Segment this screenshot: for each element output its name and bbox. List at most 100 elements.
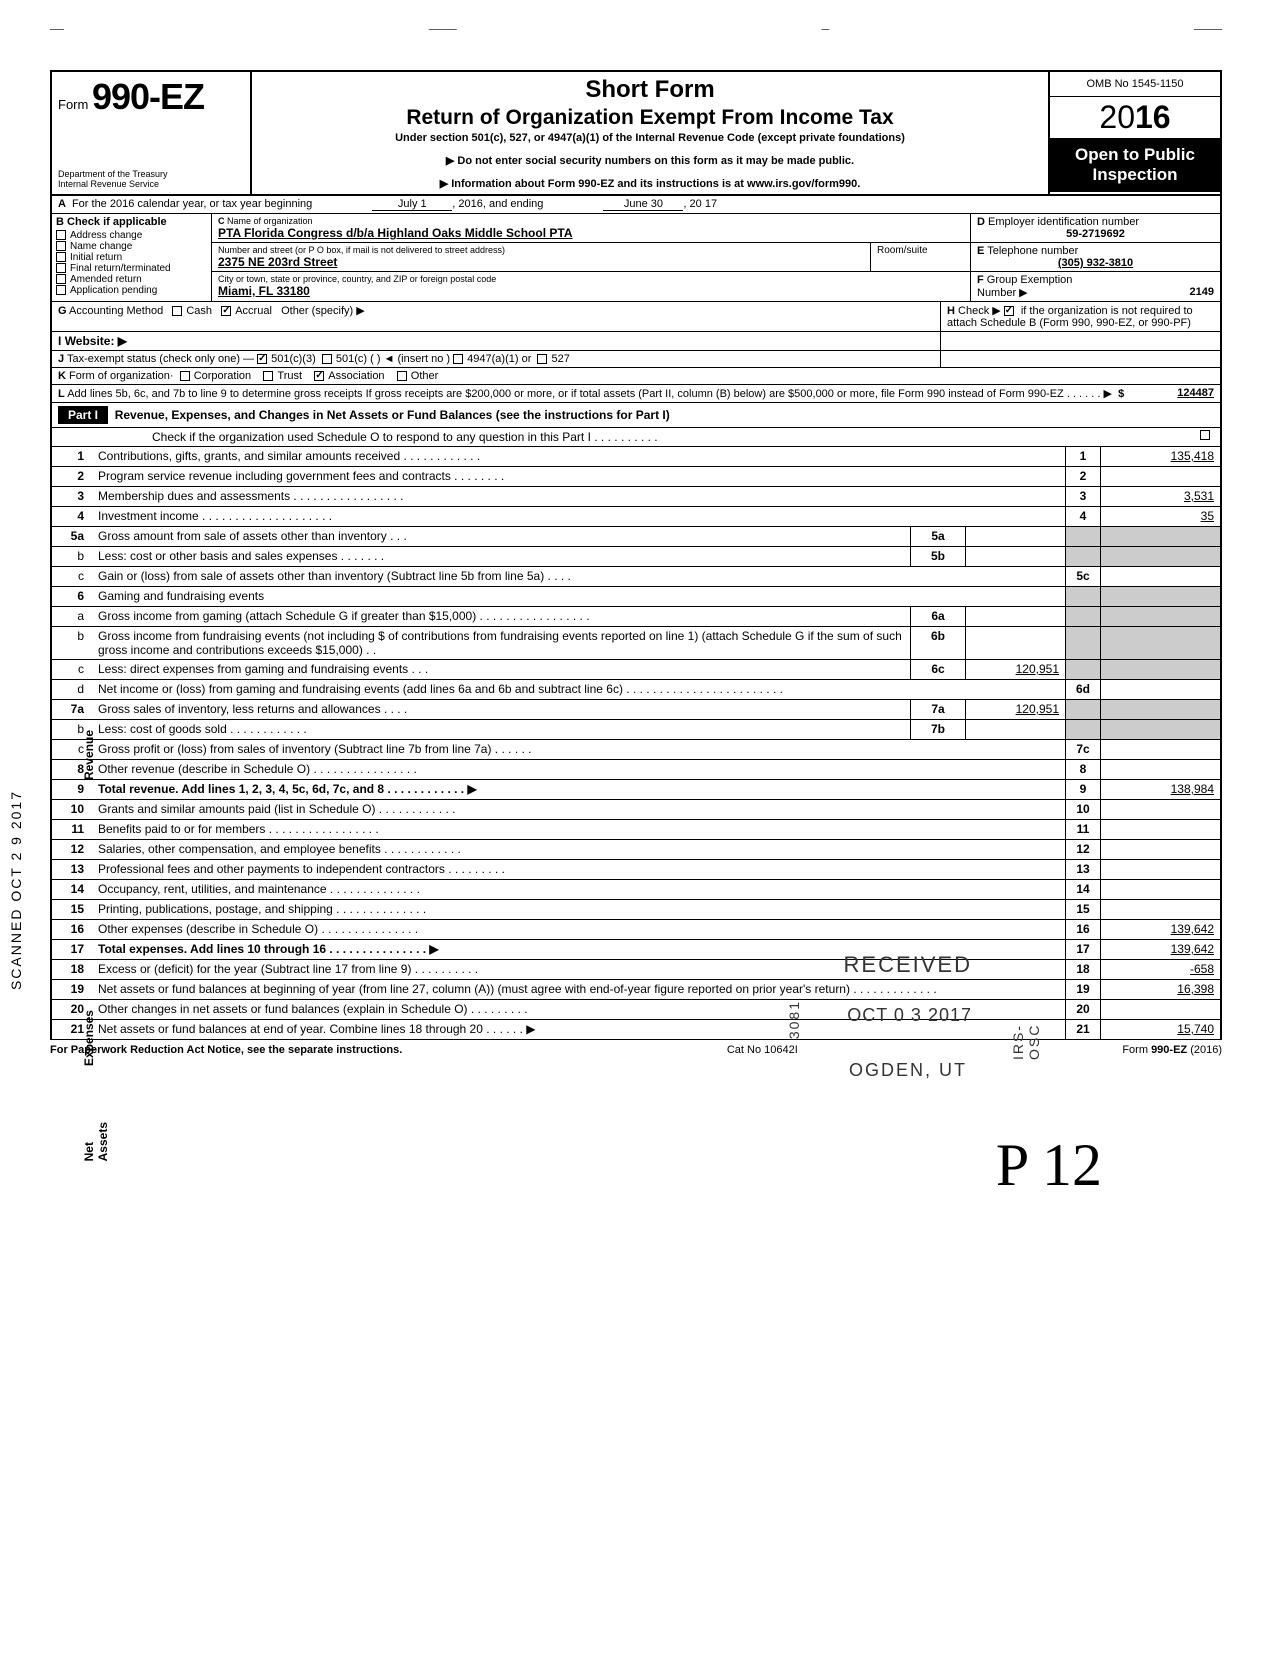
title-main: Return of Organization Exempt From Incom… xyxy=(262,106,1038,130)
opt-final: Final return/terminated xyxy=(70,263,171,274)
line-4-d: Investment income . . . . . . . . . . . … xyxy=(94,507,1065,526)
chk-name[interactable] xyxy=(56,241,66,251)
g-label: G xyxy=(58,305,67,317)
j-c: 501(c) ( xyxy=(336,353,374,365)
chk-4947[interactable] xyxy=(453,354,463,364)
org-city: Miami, FL 33180 xyxy=(218,284,964,298)
line-6-d: Gaming and fundraising events xyxy=(94,587,1065,606)
line-9-v: 138,984 xyxy=(1100,780,1220,799)
line-3-d: Membership dues and assessments . . . . … xyxy=(94,487,1065,506)
opt-addr: Address change xyxy=(70,230,142,241)
f-num-lab: Number ▶ xyxy=(977,287,1028,299)
footer-mid: Cat No 10642I xyxy=(727,1044,798,1056)
form-no-big: 990-EZ xyxy=(92,76,204,117)
line-3-v: 3,531 xyxy=(1100,487,1220,506)
chk-h[interactable] xyxy=(1004,306,1014,316)
chk-other[interactable] xyxy=(397,371,407,381)
i-text: Website: ▶ xyxy=(65,334,127,348)
line-a-label: A xyxy=(58,198,66,211)
chk-addr[interactable] xyxy=(56,230,66,240)
k-assoc: Association xyxy=(328,370,384,382)
l-text: Add lines 5b, 6c, and 7b to line 9 to de… xyxy=(67,388,1112,400)
note-info: ▶ Information about Form 990-EZ and its … xyxy=(262,177,1038,190)
h-text: Check ▶ xyxy=(958,305,1001,317)
revenue-table: 1Contributions, gifts, grants, and simil… xyxy=(50,447,1222,1040)
j-c3: 501(c)(3) xyxy=(271,353,316,365)
line-7a-d: Gross sales of inventory, less returns a… xyxy=(94,700,910,719)
chk-527[interactable] xyxy=(537,354,547,364)
line-a-yr: , 20 17 xyxy=(683,198,717,211)
addr-label: Number and street (or P O box, if mail i… xyxy=(218,245,864,255)
line-8-d: Other revenue (describe in Schedule O) .… xyxy=(94,760,1065,779)
chk-501c3[interactable] xyxy=(257,354,267,364)
opt-amend: Amended return xyxy=(70,274,142,285)
chk-accrual[interactable] xyxy=(221,306,231,316)
part-i-check: Check if the organization used Schedule … xyxy=(50,428,1222,447)
line-1-d: Contributions, gifts, grants, and simila… xyxy=(94,447,1065,466)
ogden-stamp: OGDEN, UT xyxy=(849,1060,967,1081)
line-14-d: Occupancy, rent, utilities, and maintena… xyxy=(94,880,1065,899)
j-527: 527 xyxy=(551,353,569,365)
irs-osc-stamp: IRS-OSC xyxy=(1010,1000,1042,1060)
note-ssn: ▶ Do not enter social security numbers o… xyxy=(262,154,1038,167)
org-addr: 2375 NE 203rd Street xyxy=(218,255,864,269)
chk-corp[interactable] xyxy=(180,371,190,381)
chk-assoc[interactable] xyxy=(314,371,324,381)
part-i-badge: Part I xyxy=(58,406,108,424)
chk-cash[interactable] xyxy=(172,306,182,316)
j-a1: 4947(a)(1) or xyxy=(467,353,531,365)
c-text: Name of organization xyxy=(227,216,313,226)
room-label: Room/suite xyxy=(870,243,970,271)
line-7c-d: Gross profit or (loss) from sales of inv… xyxy=(94,740,1065,759)
line-6b-d: Gross income from fundraising events (no… xyxy=(94,627,910,659)
b-label: B xyxy=(56,216,64,228)
footer-right: Form 990-EZ (2016) xyxy=(1122,1044,1222,1056)
signature: P 12 xyxy=(996,1131,1102,1200)
side-netassets: Net Assets xyxy=(82,1122,110,1161)
l-sym: $ xyxy=(1118,388,1124,400)
chk-amend[interactable] xyxy=(56,274,66,284)
side-revenue: Revenue xyxy=(82,730,96,780)
chk-sched-o[interactable] xyxy=(1200,430,1210,440)
line-16-d: Other expenses (describe in Schedule O) … xyxy=(94,920,1065,939)
line-6c-sv: 120,951 xyxy=(965,660,1065,679)
line-a: A For the 2016 calendar year, or tax yea… xyxy=(50,196,1222,214)
line-l: L Add lines 5b, 6c, and 7b to line 9 to … xyxy=(50,385,1222,403)
date-stamp: OCT 0 3 2017 xyxy=(847,1005,972,1026)
org-name: PTA Florida Congress d/b/a Highland Oaks… xyxy=(218,226,964,240)
chk-app[interactable] xyxy=(56,285,66,295)
k-trust: Trust xyxy=(277,370,302,382)
chk-final[interactable] xyxy=(56,263,66,273)
l-label: L xyxy=(58,388,65,400)
ein: 59-2719692 xyxy=(977,228,1214,240)
chk-init[interactable] xyxy=(56,252,66,262)
side-expenses: Expenses xyxy=(82,1010,96,1066)
opt-init: Initial return xyxy=(70,252,122,263)
f-label: F xyxy=(977,274,984,286)
line-17-v: 139,642 xyxy=(1100,940,1220,959)
d-text: Employer identification number xyxy=(988,216,1139,228)
line-12-d: Salaries, other compensation, and employ… xyxy=(94,840,1065,859)
year-end: June 30 xyxy=(603,198,683,211)
omb-number: OMB No 1545-1150 xyxy=(1050,72,1220,97)
k-text: Form of organization· xyxy=(69,370,174,382)
e-label: E xyxy=(977,245,984,257)
opt-name: Name change xyxy=(70,241,132,252)
gross-receipts: 124487 xyxy=(1177,387,1214,399)
chk-trust[interactable] xyxy=(263,371,273,381)
phone: (305) 932-3810 xyxy=(977,257,1214,269)
j-text: Tax-exempt status (check only one) — xyxy=(67,353,254,365)
c-label: C xyxy=(218,216,225,226)
line-g-h: G Accounting Method Cash Accrual Other (… xyxy=(50,302,1222,332)
k-corp: Corporation xyxy=(194,370,251,382)
chk-501c[interactable] xyxy=(322,354,332,364)
line-2-d: Program service revenue including govern… xyxy=(94,467,1065,486)
opt-app: Application pending xyxy=(70,285,157,296)
line-9-d: Total revenue. Add lines 1, 2, 3, 4, 5c,… xyxy=(94,780,1065,799)
line-19-d: Net assets or fund balances at beginning… xyxy=(94,980,1065,999)
scan-marks: ———–—— xyxy=(50,20,1222,36)
form-header: Form 990-EZ Department of the Treasury I… xyxy=(50,70,1222,196)
title-short: Short Form xyxy=(262,76,1038,104)
j-label: J xyxy=(58,353,64,365)
f-text: Group Exemption xyxy=(987,274,1073,286)
